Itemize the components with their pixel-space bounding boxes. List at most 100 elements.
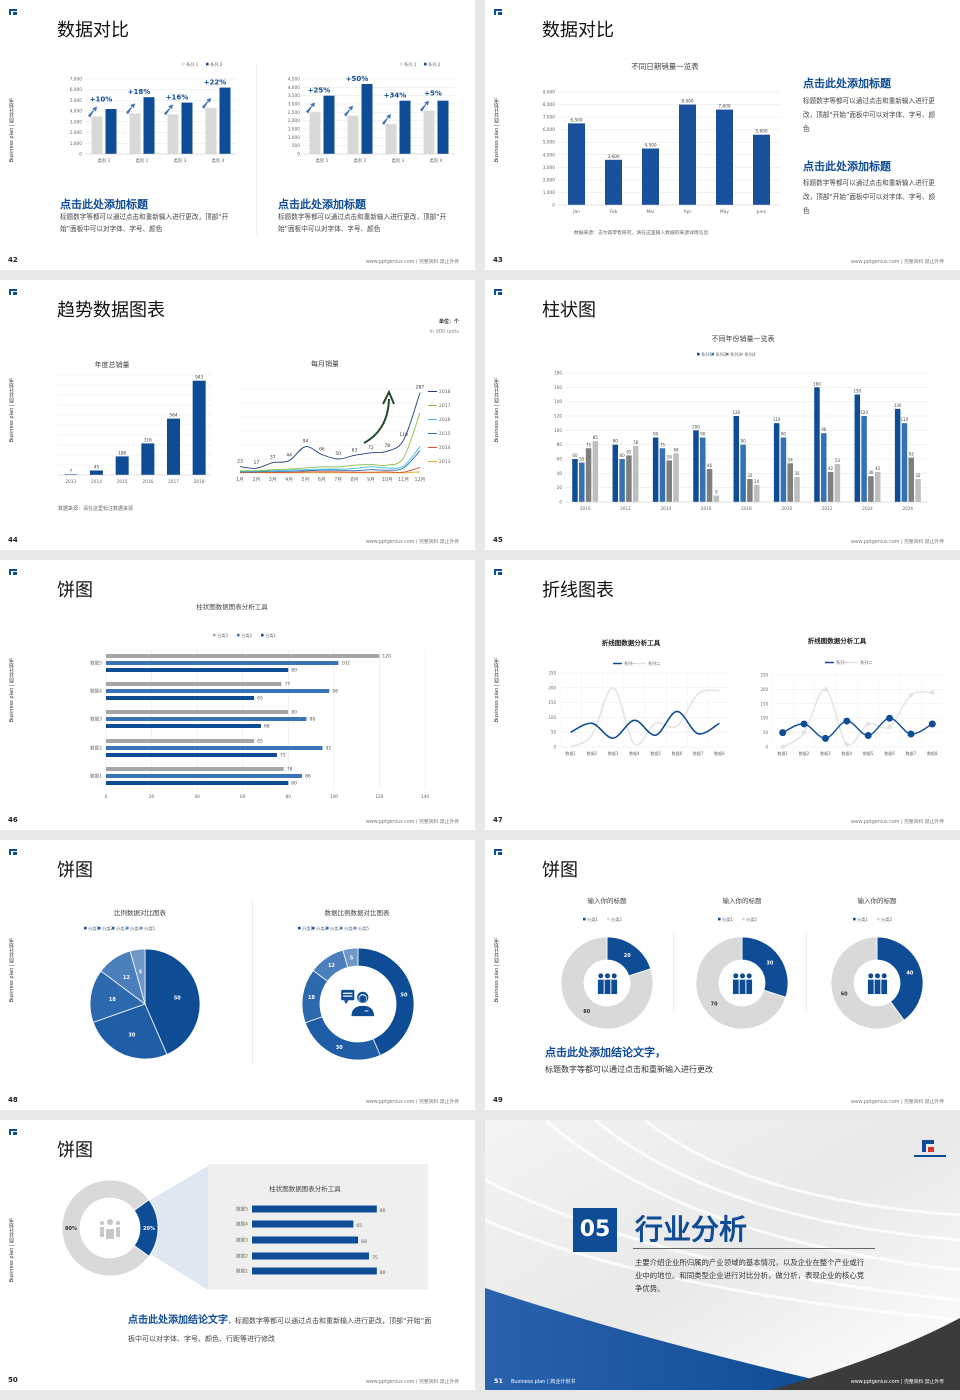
x-tick-label: 类别 4 bbox=[430, 157, 443, 164]
slide-51[interactable]: 05 行业分析 主要介绍企业所归属的产业领域的基本情况，以及企业在整个产业或行业… bbox=[485, 1120, 960, 1390]
y-tick-label: 180 bbox=[554, 371, 562, 376]
legend-label: 系列一 bbox=[836, 659, 849, 666]
chart-title: 不同年份销量一览表 bbox=[712, 334, 775, 343]
data-label: 130 bbox=[894, 403, 902, 408]
slide-title: 饼图 bbox=[57, 580, 93, 601]
data-label: 86 bbox=[305, 774, 311, 780]
data-label: 186 bbox=[118, 450, 126, 456]
data-label: 100 bbox=[692, 424, 700, 429]
slide-47[interactable]: 折线图表 Business plan | 商业计划书 折线图数据分析工具 系列一 系… bbox=[485, 560, 960, 830]
block-heading[interactable]: 点击此处添加标题 bbox=[278, 198, 366, 211]
slide-50[interactable]: 饼图 Business plan | 商业计划书 20% 80% 柱状图数据图表分析… bbox=[0, 1120, 475, 1390]
bar bbox=[861, 416, 867, 502]
legend-swatch bbox=[112, 926, 115, 930]
slide-49[interactable]: 饼图 Business plan | 商业计划书 输入你的标题 分类1 分类2 20 8… bbox=[485, 840, 960, 1110]
x-tick-label: 数据3 bbox=[608, 750, 619, 756]
block-heading[interactable]: 点击此处添加标题 bbox=[803, 160, 891, 173]
x-tick-label: 5月 bbox=[302, 477, 310, 483]
data-label: 110 bbox=[773, 417, 781, 422]
y-tick-label: 80 bbox=[557, 442, 563, 447]
bar bbox=[579, 462, 585, 502]
data-label: 53 bbox=[835, 458, 841, 463]
slice-label: 30 bbox=[128, 1032, 135, 1038]
slide-43[interactable]: 数据对比 Business plan | 商业计划书 数据来源：志尔森零售研究，… bbox=[485, 0, 960, 270]
series-line bbox=[782, 717, 933, 740]
y-tick-label: 1,000 bbox=[543, 190, 556, 196]
data-point bbox=[780, 744, 785, 750]
conclusion-body[interactable]: 标题数字等都可以通过点击和重新输入进行更改 bbox=[545, 1065, 713, 1074]
data-label: 90 bbox=[781, 432, 787, 437]
data-label: 78 bbox=[287, 767, 293, 773]
section-divider bbox=[633, 1248, 875, 1249]
y-tick-label: 1,000 bbox=[288, 135, 301, 141]
data-label: 45 bbox=[94, 465, 100, 471]
series-line bbox=[239, 466, 421, 473]
legend-label: 分类2 bbox=[611, 916, 622, 923]
page-number: 43 bbox=[493, 256, 503, 264]
legend-label: 分类1 bbox=[88, 925, 99, 932]
footer-text: www.pptgenius.com | 完整资料 禁止外传 bbox=[365, 540, 459, 545]
bar bbox=[868, 476, 874, 502]
slide-48[interactable]: 饼图 Business plan | 商业计划书 比例数据对比图表 分类1 分类2 分… bbox=[0, 840, 475, 1110]
conclusion[interactable]: 点击此处添加结论文字，标题数字等都可以通过点击和重新输入进行更改，顶部“开始”面… bbox=[128, 1312, 438, 1348]
chart-title: 折线图数据分析工具 bbox=[808, 636, 867, 645]
slide-title: 折线图表 bbox=[542, 580, 614, 601]
bar bbox=[361, 84, 373, 154]
x-tick-label: 7月 bbox=[334, 477, 342, 483]
slice-label: 12 bbox=[328, 963, 335, 969]
y-tick-label: 8,000 bbox=[543, 102, 556, 108]
side-label: Business plan | 商业计划书 bbox=[494, 98, 500, 163]
bar bbox=[399, 100, 411, 154]
slide-title: 柱状图 bbox=[542, 300, 596, 321]
bar bbox=[572, 459, 578, 502]
bar bbox=[605, 159, 622, 205]
data-label: 7,600 bbox=[718, 104, 731, 110]
conclusion-heading[interactable]: 点击此处添加结论文字， bbox=[545, 1046, 666, 1059]
slice-label: 60 bbox=[841, 992, 848, 998]
bar bbox=[106, 753, 277, 757]
data-label: 90 bbox=[700, 432, 706, 437]
bar bbox=[106, 781, 289, 785]
block-heading[interactable]: 点击此处添加标题 bbox=[60, 198, 148, 211]
growth-annotation: +16% bbox=[166, 93, 189, 101]
legend-label: 分类2 bbox=[881, 916, 892, 923]
page-number: 48 bbox=[8, 1096, 18, 1104]
slide-46[interactable]: 饼图 Business plan | 商业计划书 柱状图数据图表分析工具 分类3 分… bbox=[0, 560, 475, 830]
slide-42[interactable]: 数据对比 Business plan | 商业计划书 点击此处添加标题 标题数字… bbox=[0, 0, 475, 270]
legend-label: 分类2 bbox=[241, 632, 252, 639]
legend-label: 2014 bbox=[439, 445, 451, 451]
x-tick-label: 2013 bbox=[65, 479, 76, 485]
bar bbox=[794, 476, 800, 502]
block-heading[interactable]: 点击此处添加标题 bbox=[803, 77, 891, 90]
side-label: Business plan | 商业计划书 bbox=[9, 98, 15, 163]
block-body[interactable]: 标题数字等都可以通过点击和重新输入进行更改，顶部“开始”面板中可以对字体、字号、… bbox=[60, 213, 229, 233]
data-point bbox=[907, 730, 915, 738]
slice-label: 50 bbox=[401, 992, 408, 998]
bar bbox=[773, 423, 780, 502]
x-tick-label: 2018 bbox=[741, 506, 752, 511]
block-body[interactable]: 标题数字等都可以通过点击和重新输入进行更改，顶部“开始”面板中可以对字体、字号、… bbox=[278, 213, 447, 233]
chart-title: 柱状图数据图表分析工具 bbox=[196, 602, 268, 611]
chart-title: 不同日期销量一览表 bbox=[631, 61, 699, 71]
x-tick-label: 8月 bbox=[351, 477, 359, 483]
block-body[interactable]: 标题数字等都可以通过点击和重新输入进行更改，顶部“开始”面板中可以对字体、字号、… bbox=[803, 179, 936, 215]
data-point bbox=[823, 687, 828, 692]
slide-44[interactable]: 趋势数据图表 Business plan | 商业计划书 单位：个 in 000… bbox=[0, 280, 475, 550]
bar bbox=[106, 717, 307, 721]
section-number: 05 bbox=[573, 1208, 617, 1252]
data-point bbox=[864, 731, 872, 739]
data-label: 5,600 bbox=[755, 129, 768, 135]
growth-annotation: +25% bbox=[308, 87, 331, 95]
legend-label: 分类1 bbox=[722, 916, 733, 923]
logo-icon bbox=[494, 9, 502, 15]
slice-label: 5 bbox=[350, 955, 354, 961]
data-label: 75 bbox=[660, 442, 666, 447]
block-body[interactable]: 标题数字等都可以通过点击和重新输入进行更改，顶部“开始”面板中可以对字体、字号、… bbox=[803, 97, 936, 133]
slice-label: 18 bbox=[109, 997, 116, 1003]
bar bbox=[700, 437, 706, 502]
unit-label: 单位：个 bbox=[438, 319, 459, 325]
x-tick-label: Feb bbox=[610, 209, 618, 215]
legend-swatch bbox=[312, 926, 315, 930]
slide-45[interactable]: 柱状图 Business plan | 商业计划书 不同年份销量一览表 系列1 系列… bbox=[485, 280, 960, 550]
slice-label: 30 bbox=[336, 1045, 343, 1051]
